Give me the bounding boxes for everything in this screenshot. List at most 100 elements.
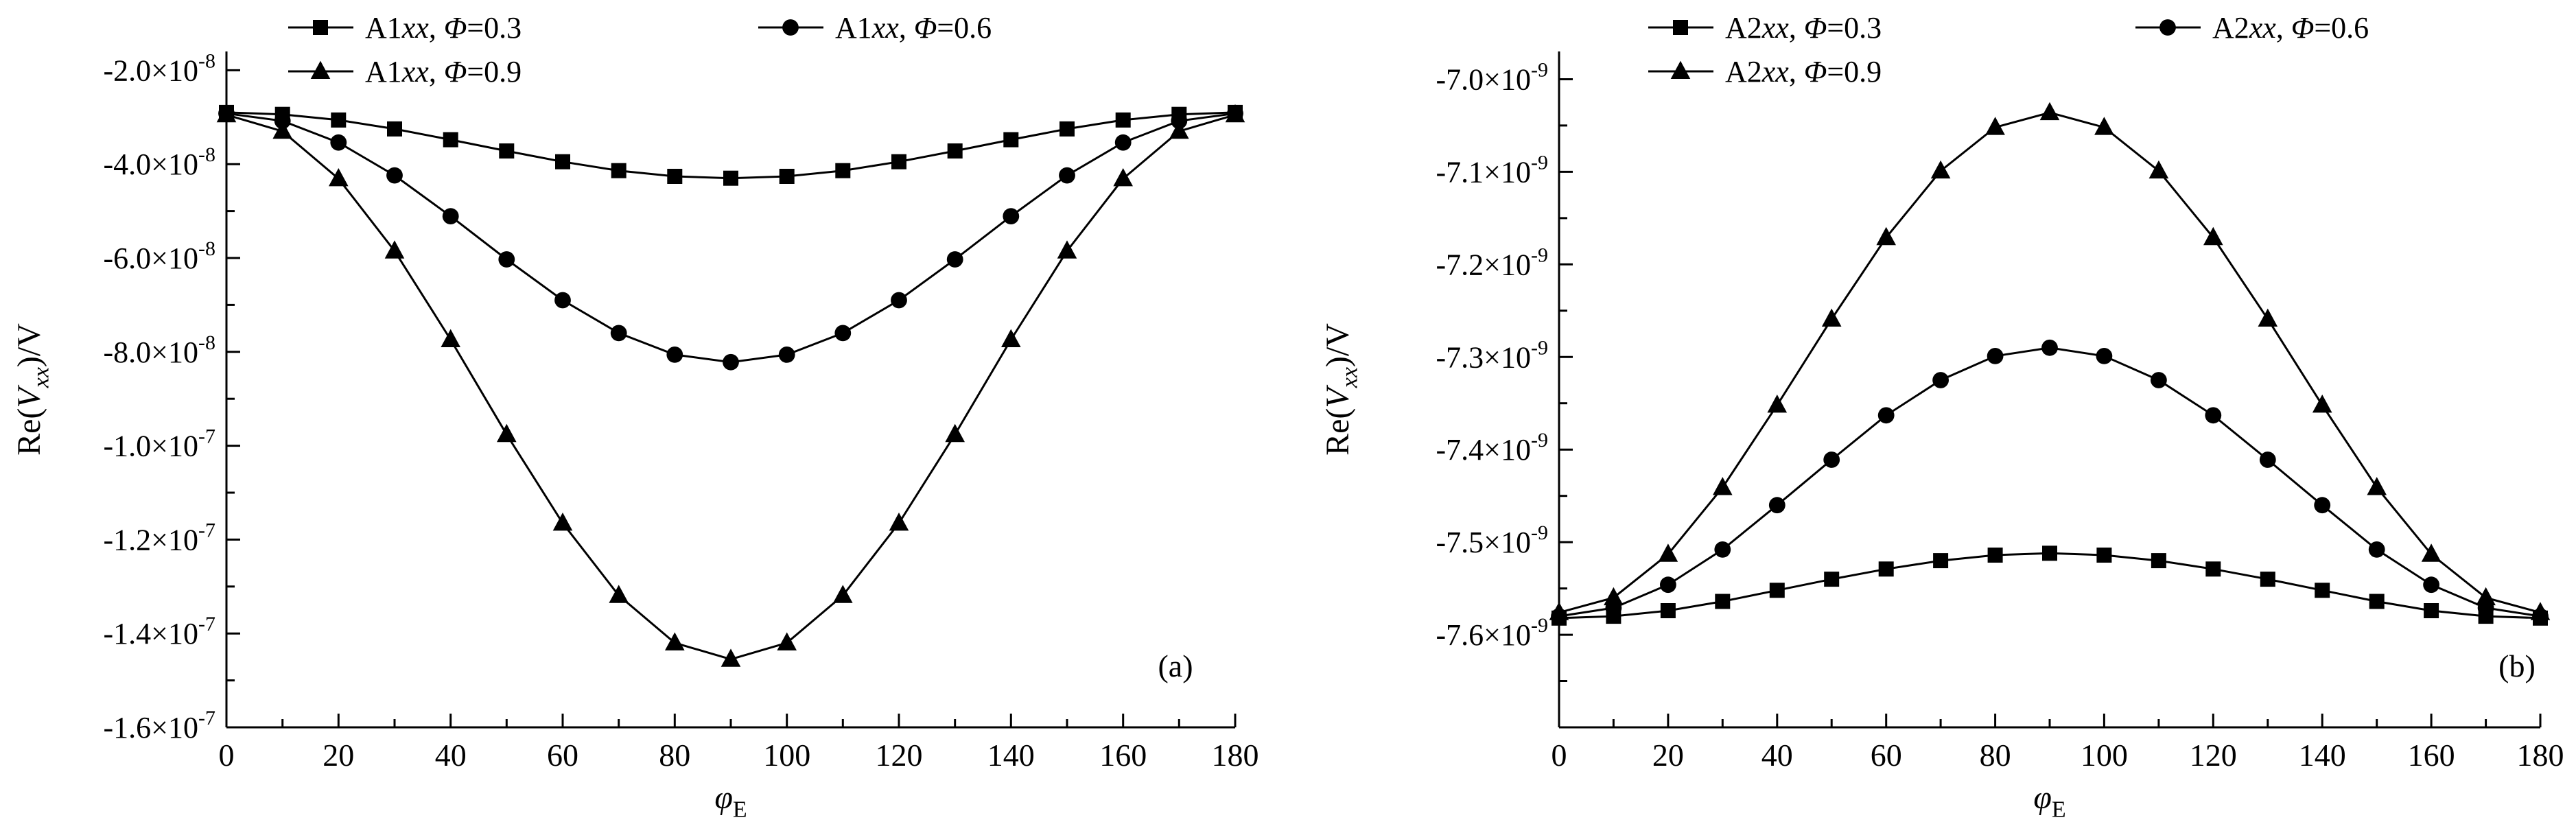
y-tick-label: -7.2×10-9 (1436, 244, 1548, 281)
square-marker (2151, 553, 2166, 569)
triangle-marker (1604, 587, 1624, 606)
legend-item: A2xx, Φ=0.9 (1648, 55, 1882, 89)
triangle-marker (889, 513, 909, 531)
x-tick-label: 180 (1212, 738, 1259, 773)
panel-label: (b) (2498, 648, 2536, 683)
series-square (219, 104, 1243, 186)
axes (225, 51, 1237, 729)
square-marker (1673, 20, 1688, 35)
circle-marker (2259, 451, 2276, 468)
triangle-marker (2203, 226, 2223, 246)
triangle-marker (1169, 120, 1189, 139)
y-tick-label: -1.0×10-7 (104, 425, 215, 463)
series-square (1552, 545, 2548, 626)
circle-marker (2096, 348, 2113, 364)
legend-item: A2xx, Φ=0.6 (2135, 11, 2369, 45)
square-marker (1003, 132, 1019, 148)
x-axis-label: φE (2033, 779, 2065, 823)
triangle-marker (329, 168, 349, 187)
y-tick-label: -1.4×10-7 (104, 613, 215, 650)
triangle-marker (1876, 226, 1896, 246)
circle-marker (778, 347, 795, 363)
square-marker (891, 154, 906, 169)
circle-marker (2041, 339, 2058, 356)
y-tick-label: -1.6×10-7 (104, 707, 215, 744)
circle-marker (2151, 372, 2167, 388)
x-tick-label: 20 (1652, 738, 1684, 773)
legend-label: A1xx, Φ=0.6 (835, 11, 992, 45)
triangle-marker (1658, 543, 1678, 562)
chart-b-svg: 0 20 40 60 80 100 120 140 160 180 -7.0×10-9 -7.1×10… (1320, 11, 2564, 823)
x-tick-label: 60 (1871, 738, 1902, 773)
square-marker (2096, 548, 2112, 563)
series-line (1558, 347, 2541, 618)
square-marker (387, 121, 402, 137)
triangle-marker (216, 104, 237, 123)
series-line (1558, 552, 2541, 620)
square-marker (443, 132, 458, 148)
square-marker (667, 169, 683, 184)
square-marker (2315, 583, 2330, 598)
triangle-marker (1549, 602, 1569, 620)
circle-marker (1768, 497, 1785, 514)
circle-marker (1114, 134, 1132, 151)
x-tick-label: 140 (2299, 738, 2346, 773)
circle-marker (782, 19, 799, 36)
legend-label: A2xx, Φ=0.3 (1725, 11, 1882, 45)
triangle-marker (2312, 395, 2332, 413)
series-line (226, 112, 1236, 364)
square-marker (1878, 561, 1894, 577)
square-marker (2042, 545, 2057, 561)
triangle-marker (2094, 117, 2114, 135)
axes (1558, 51, 2542, 729)
circle-marker (666, 347, 683, 363)
legend-label: A2xx, Φ=0.9 (1725, 55, 1882, 89)
series-line (226, 113, 1236, 661)
circle-marker (2159, 19, 2176, 36)
x-tick-label: 0 (1552, 738, 1567, 773)
y-tick-label: -1.2×10-7 (104, 519, 215, 556)
circle-marker (442, 208, 459, 224)
x-tick-label: 40 (1761, 738, 1793, 773)
circle-marker (723, 353, 739, 371)
triangle-marker (1930, 160, 1951, 179)
series-triangle (1549, 102, 2551, 620)
triangle-marker (384, 240, 405, 259)
y-axis-label: Re(Vxx)/V (1320, 323, 1363, 456)
triangle-marker (1001, 329, 1021, 347)
circle-marker (2205, 407, 2222, 424)
triangle-marker (777, 632, 797, 650)
y-tick-label: -7.5×10-9 (1436, 521, 1548, 559)
panel-b: 0 20 40 60 80 100 120 140 160 180 -7.0×10-9 -7.1×10… (1288, 0, 2576, 833)
x-tick-label: 160 (1099, 738, 1147, 773)
square-marker (2369, 594, 2385, 609)
square-marker (1824, 572, 1840, 587)
y-tick-label: -7.0×10-9 (1436, 59, 1548, 97)
triangle-marker (1767, 395, 1788, 413)
triangle-marker (1113, 168, 1133, 187)
y-tick-label: -7.1×10-9 (1436, 151, 1548, 189)
x-tick-label: 160 (2408, 738, 2455, 773)
triangle-marker (833, 585, 853, 603)
circle-marker (610, 325, 627, 342)
circle-marker (2423, 576, 2439, 594)
circle-marker (2368, 541, 2385, 558)
circle-marker (1714, 541, 1731, 558)
x-tick-label: 40 (435, 738, 467, 773)
square-marker (1933, 553, 1949, 569)
circle-marker (1987, 348, 2004, 364)
y-tick-label: -2.0×10-8 (104, 49, 215, 87)
y-tick-label: -7.6×10-9 (1436, 614, 1548, 652)
circle-marker (1877, 407, 1895, 424)
circle-marker (498, 251, 515, 268)
circle-marker (386, 167, 403, 184)
y-tick-label: -6.0×10-8 (104, 237, 215, 275)
circle-marker (1932, 372, 1949, 388)
square-marker (1715, 594, 1731, 609)
x-tick-label: 100 (2081, 738, 2128, 773)
circle-marker (891, 292, 907, 309)
x-tick-label: 0 (219, 738, 235, 773)
legend-label: A1xx, Φ=0.9 (365, 55, 522, 89)
square-marker (947, 143, 963, 159)
x-tick-label: 60 (547, 738, 578, 773)
